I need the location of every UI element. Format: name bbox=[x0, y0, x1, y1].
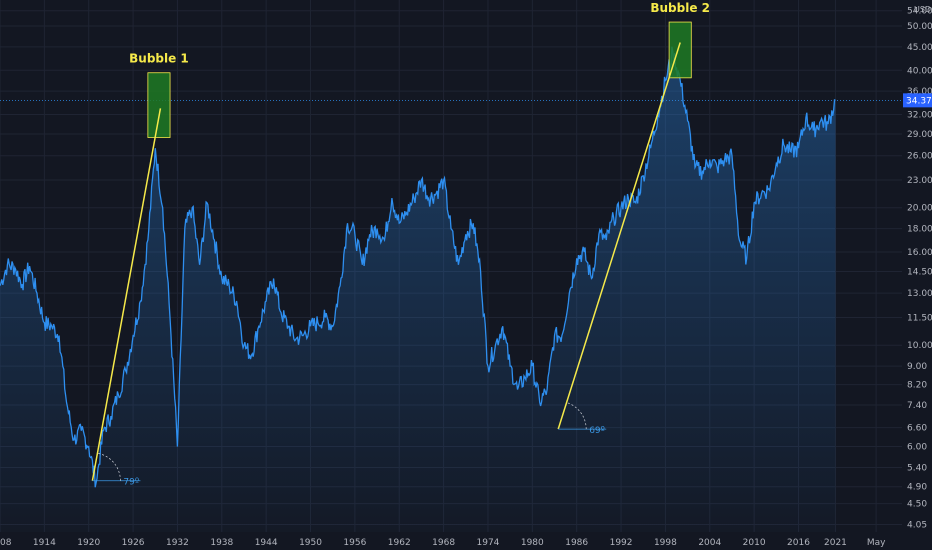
trend-line-2-arc bbox=[566, 402, 587, 430]
y-tick-label: 7.40 bbox=[907, 401, 927, 411]
y-axis[interactable]: 54.00 50.00 45.00 40.00 36.00 32.00 29.00 26.00… bbox=[903, 7, 932, 531]
x-tick-label: 1950 bbox=[299, 538, 322, 548]
y-tick-label: 54.00 bbox=[907, 7, 932, 17]
bubble-1-box bbox=[147, 72, 171, 138]
x-tick-label: 2004 bbox=[698, 538, 721, 548]
x-tick-label: 1926 bbox=[122, 538, 145, 548]
bubble-1-label: Bubble 1 bbox=[129, 52, 189, 66]
x-tick-label: 1920 bbox=[77, 538, 100, 548]
x-axis[interactable]: 1908 1914 1920 1926 1932 1938 1944 1950 1956 1962… bbox=[0, 538, 886, 548]
x-tick-label: 2016 bbox=[787, 538, 810, 548]
y-tick-label: 20.00 bbox=[907, 204, 932, 214]
x-tick-label: 2021 bbox=[824, 538, 847, 548]
x-tick-label: 1938 bbox=[210, 538, 233, 548]
y-tick-label: 13.00 bbox=[907, 289, 932, 299]
x-tick-label: 2010 bbox=[743, 538, 766, 548]
y-tick-label: 9.00 bbox=[907, 362, 927, 372]
trend-line-2 bbox=[557, 42, 681, 430]
bubble-2-box bbox=[668, 21, 692, 79]
y-tick-label: 5.40 bbox=[907, 463, 927, 473]
y-tick-label: 23.00 bbox=[907, 176, 932, 186]
y-tick-label: 6.60 bbox=[907, 424, 927, 434]
y-tick-label: 6.00 bbox=[907, 443, 927, 453]
y-tick-label: 18.00 bbox=[907, 225, 932, 235]
x-tick-label: 1932 bbox=[166, 538, 189, 548]
y-tick-label: 10.00 bbox=[907, 341, 932, 351]
y-tick-label: 36.00 bbox=[907, 87, 932, 97]
y-tick-label: 16.00 bbox=[907, 248, 932, 258]
y-tick-label: 32.00 bbox=[907, 111, 932, 121]
x-tick-label: 1944 bbox=[255, 538, 278, 548]
y-tick-label: 4.50 bbox=[907, 500, 927, 510]
x-tick-label: 1914 bbox=[33, 538, 56, 548]
x-tick-label: 1974 bbox=[477, 538, 500, 548]
x-tick-label: 1908 bbox=[0, 538, 12, 548]
y-tick-label: 4.90 bbox=[907, 483, 927, 493]
y-tick-label: 26.00 bbox=[907, 152, 932, 162]
annotations: Bubble 1 Bubble 2 79º 69º bbox=[91, 1, 710, 488]
trend-line-2-angle-label: 69º bbox=[589, 426, 605, 436]
x-tick-label: May bbox=[867, 538, 886, 548]
y-tick-label: 8.20 bbox=[907, 381, 927, 391]
trend-line-1-angle-label: 79º bbox=[123, 478, 139, 488]
y-tick-label: 29.00 bbox=[907, 130, 932, 140]
trend-line-1 bbox=[91, 108, 162, 481]
x-tick-label: 1956 bbox=[343, 538, 366, 548]
currency-unit-label: USD bbox=[914, 5, 931, 14]
x-tick-label: 1992 bbox=[610, 538, 633, 548]
y-tick-label: 11.50 bbox=[907, 314, 932, 324]
y-tick-label: 50.00 bbox=[907, 22, 932, 32]
series-line bbox=[0, 46, 836, 488]
y-tick-label: 14.50 bbox=[907, 268, 932, 278]
series-area bbox=[0, 46, 836, 532]
x-tick-label: 1980 bbox=[521, 538, 544, 548]
x-tick-label: 1962 bbox=[388, 538, 411, 548]
x-tick-label: 1986 bbox=[565, 538, 588, 548]
y-tick-label: 45.00 bbox=[907, 43, 932, 53]
x-tick-label: 1968 bbox=[432, 538, 455, 548]
last-price-label: 34.37 bbox=[906, 96, 932, 106]
y-tick-label: 4.05 bbox=[907, 521, 927, 531]
last-price-tag bbox=[903, 93, 932, 108]
x-tick-label: 1998 bbox=[654, 538, 677, 548]
y-tick-label: 40.00 bbox=[907, 66, 932, 76]
bubble-2-label: Bubble 2 bbox=[650, 1, 710, 15]
